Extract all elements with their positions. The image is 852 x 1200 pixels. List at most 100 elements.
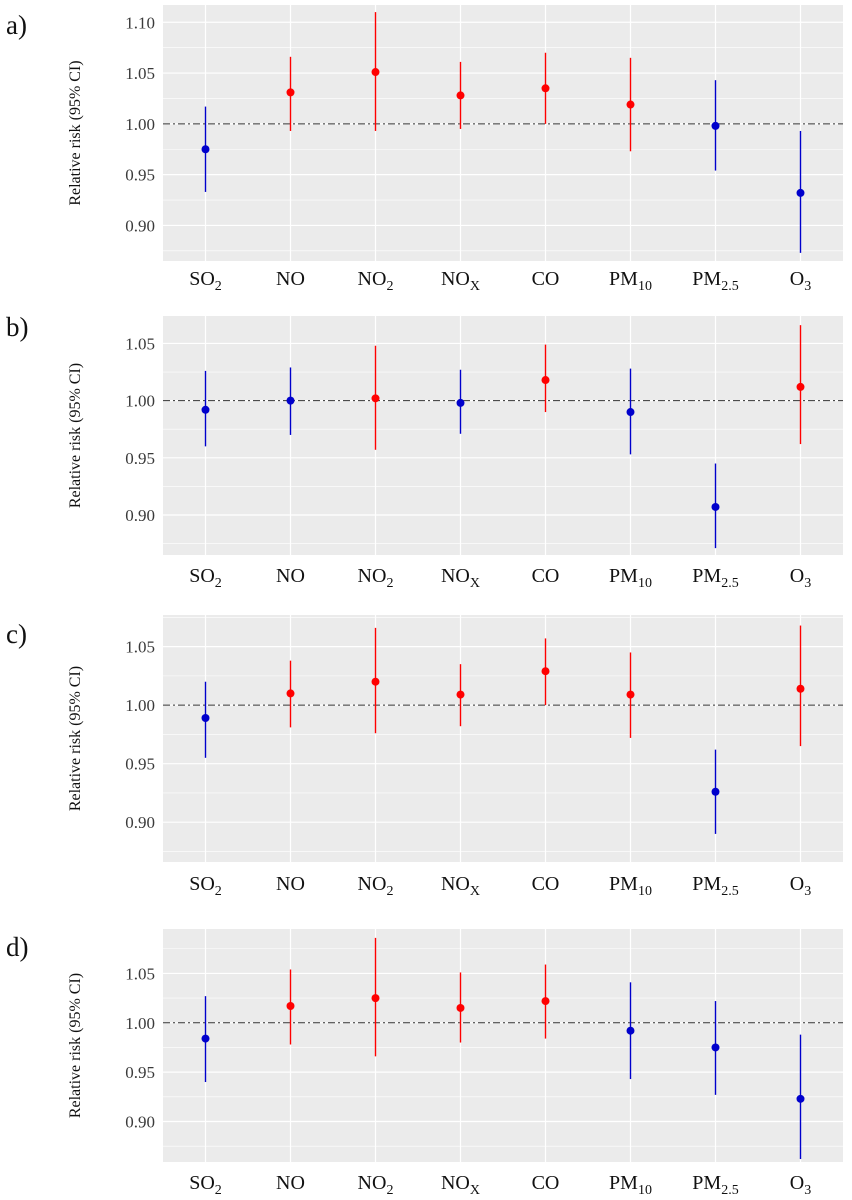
y-tick-label: 0.90 — [125, 216, 155, 235]
x-tick-label: PM10 — [609, 268, 652, 294]
x-tick-label: SO2 — [189, 565, 222, 591]
x-tick-label-subscript: 2 — [386, 884, 393, 899]
x-tick-label: NOX — [441, 1172, 480, 1198]
x-tick-label-base: NO — [358, 565, 387, 587]
x-tick-label-subscript: 2 — [386, 279, 393, 294]
x-tick-label-subscript: 2 — [386, 576, 393, 591]
y-axis-label: Relative risk (95% CI) — [67, 973, 84, 1118]
estimate-point-NOX — [456, 1003, 465, 1012]
x-tick-label-base: NO — [276, 873, 305, 895]
estimate-point-PM10 — [626, 408, 635, 417]
x-tick-label: PM2.5 — [692, 873, 738, 899]
x-tick-label-subscript: 10 — [638, 576, 652, 591]
x-tick-label: NO — [276, 873, 305, 895]
x-tick-label: NO — [276, 565, 305, 587]
x-tick-label: PM2.5 — [692, 565, 738, 591]
x-tick-label-base: NO — [276, 565, 305, 587]
y-tick-label: 0.90 — [125, 506, 155, 525]
x-tick-label-subscript: X — [470, 1183, 480, 1198]
x-tick-label-subscript: 10 — [638, 884, 652, 899]
estimate-point-SO2 — [201, 714, 210, 723]
x-tick-label-base: NO — [441, 873, 470, 895]
x-tick-label-base: SO — [189, 873, 215, 895]
plot-background — [163, 5, 843, 261]
x-tick-label-base: NO — [441, 1172, 470, 1194]
estimate-point-CO — [541, 84, 550, 93]
x-tick-label: NOX — [441, 268, 480, 294]
estimate-point-PM10 — [626, 100, 635, 109]
x-tick-label: NOX — [441, 565, 480, 591]
x-tick-label: PM10 — [609, 1172, 652, 1198]
panel-label: c) — [6, 619, 27, 649]
y-tick-label: 0.90 — [125, 1113, 155, 1132]
x-tick-label-subscript: 3 — [804, 576, 811, 591]
x-tick-label-base: SO — [189, 565, 215, 587]
x-tick-label-subscript: 10 — [638, 279, 652, 294]
x-tick-label-base: NO — [441, 268, 470, 290]
x-tick-label: CO — [532, 1172, 560, 1194]
x-tick-label: O3 — [790, 1172, 811, 1198]
x-tick-label-subscript: X — [470, 576, 480, 591]
x-tick-label-base: PM — [692, 873, 721, 895]
x-tick-label-base: NO — [358, 268, 387, 290]
x-tick-label-base: NO — [358, 873, 387, 895]
x-tick-label-subscript: 10 — [638, 1183, 652, 1198]
x-tick-label-subscript: 2.5 — [721, 1183, 739, 1198]
x-tick-label-subscript: X — [470, 884, 480, 899]
estimate-point-NO — [286, 396, 295, 405]
x-tick-label-base: SO — [189, 268, 215, 290]
estimate-point-NO2 — [371, 68, 380, 77]
x-tick-label: PM2.5 — [692, 268, 738, 294]
x-tick-label-base: PM — [692, 1172, 721, 1194]
estimate-point-O3 — [796, 1094, 805, 1103]
x-tick-label-subscript: 2.5 — [721, 279, 739, 294]
estimate-point-SO2 — [201, 405, 210, 414]
x-tick-label-subscript: X — [470, 279, 480, 294]
x-tick-label-base: PM — [609, 1172, 638, 1194]
x-tick-label-base: NO — [441, 565, 470, 587]
x-tick-label-base: CO — [532, 268, 560, 290]
plot-background — [163, 929, 843, 1162]
estimate-point-SO2 — [201, 145, 210, 154]
y-axis-label: Relative risk (95% CI) — [67, 363, 84, 508]
estimate-point-NO — [286, 88, 295, 97]
panel-label: a) — [6, 10, 27, 40]
x-tick-label-base: PM — [609, 268, 638, 290]
estimate-point-PM10 — [626, 690, 635, 699]
estimate-point-O3 — [796, 382, 805, 391]
y-tick-label: 0.95 — [125, 1063, 155, 1082]
estimate-point-NO2 — [371, 994, 380, 1003]
x-tick-label-base: NO — [276, 1172, 305, 1194]
estimate-point-PM10 — [626, 1026, 635, 1035]
x-tick-label-base: O — [790, 565, 804, 587]
estimate-point-PM2.5 — [711, 1043, 720, 1052]
x-tick-label: NO — [276, 268, 305, 290]
estimate-point-PM2.5 — [711, 502, 720, 511]
y-tick-label: 1.00 — [125, 696, 155, 715]
estimate-point-NO2 — [371, 677, 380, 686]
x-tick-label-base: NO — [358, 1172, 387, 1194]
y-tick-label: 1.05 — [125, 964, 155, 983]
y-tick-label: 1.00 — [125, 1014, 155, 1033]
x-tick-label-base: CO — [532, 1172, 560, 1194]
plot-background — [163, 615, 843, 862]
panel-label: d) — [6, 932, 29, 962]
y-tick-label: 0.90 — [125, 813, 155, 832]
x-tick-label-base: CO — [532, 873, 560, 895]
x-tick-label: NO — [276, 1172, 305, 1194]
x-tick-label-subscript: 3 — [804, 884, 811, 899]
x-tick-label: NOX — [441, 873, 480, 899]
x-tick-label-subscript: 2 — [215, 576, 222, 591]
x-tick-label-subscript: 2.5 — [721, 576, 739, 591]
estimate-point-NOX — [456, 91, 465, 100]
estimate-point-CO — [541, 997, 550, 1006]
x-tick-label-subscript: 2 — [215, 279, 222, 294]
y-axis-label: Relative risk (95% CI) — [67, 60, 84, 205]
estimate-point-NO — [286, 689, 295, 698]
x-tick-label: PM2.5 — [692, 1172, 738, 1198]
x-tick-label: O3 — [790, 565, 811, 591]
estimate-point-CO — [541, 667, 550, 676]
estimate-point-O3 — [796, 684, 805, 693]
